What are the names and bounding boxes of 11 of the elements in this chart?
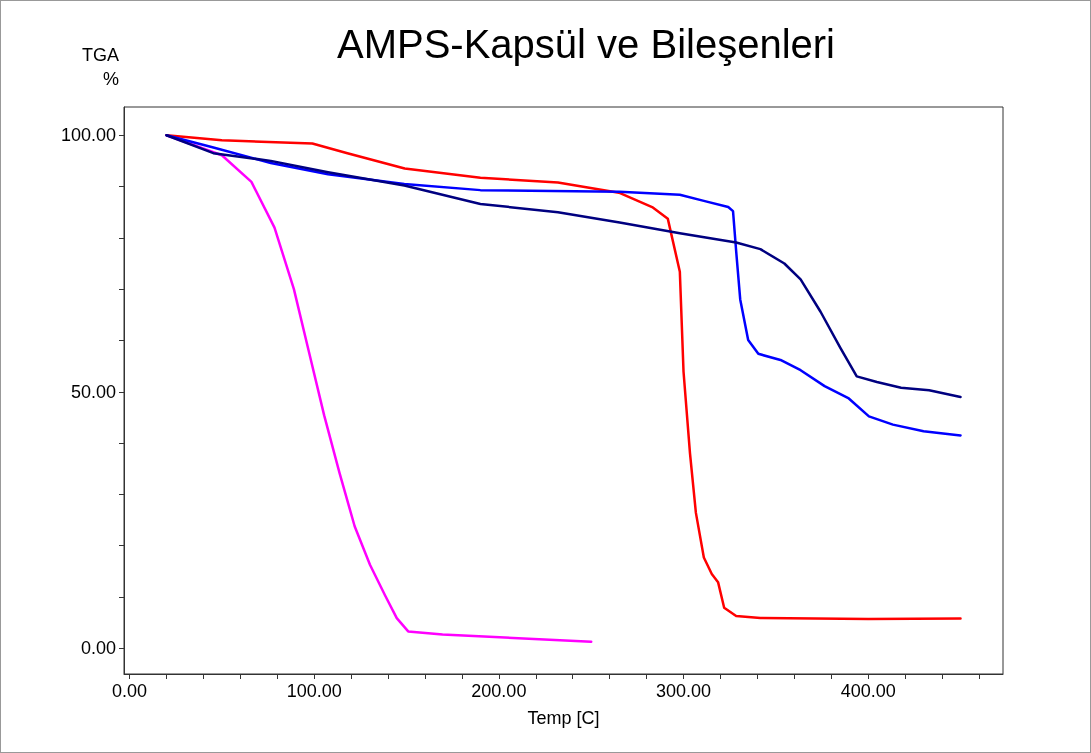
x-axis-title: Temp [C] (527, 708, 600, 728)
y-tick-label: 50.00 (70, 381, 116, 402)
x-tick-label: 100.00 (286, 681, 342, 701)
chart-title: AMPS-Kapsül ve Bileşenleri (337, 22, 835, 66)
y-tick-label: 100.00 (60, 125, 116, 146)
x-tick-label: 0.00 (112, 681, 148, 701)
x-tick-label: 400.00 (840, 681, 896, 701)
y-axis-title: TGA % (81, 45, 119, 89)
x-tick-label: 200.00 (471, 681, 527, 701)
x-tick-label: 300.00 (656, 681, 712, 701)
y-tick-label: 0.00 (80, 638, 116, 659)
